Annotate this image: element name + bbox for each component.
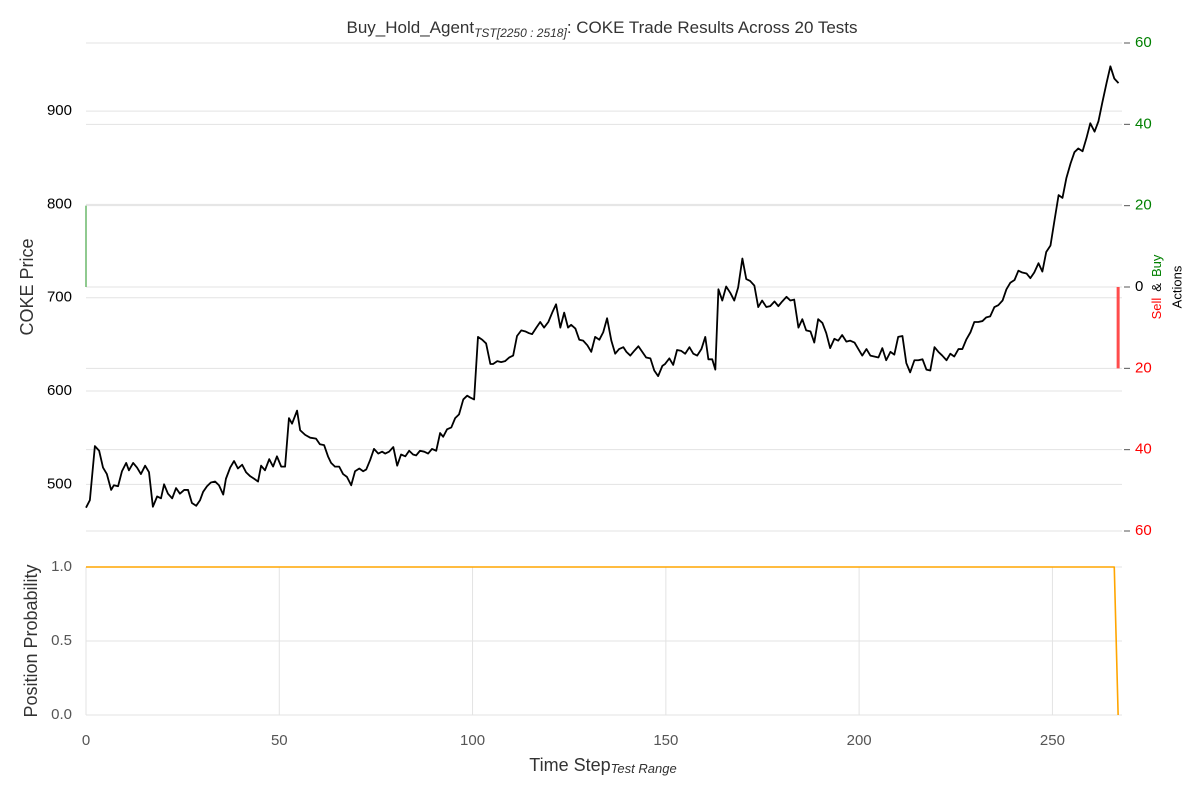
y2-axis-label: Sell & Buy (1149, 254, 1164, 319)
y-axis-label: COKE Price (17, 238, 37, 335)
x-tick-label: 50 (271, 732, 288, 749)
y-tick-label: 0.0 (51, 706, 72, 723)
x-label-main: Time Step (529, 755, 610, 775)
y-tick-label: 500 (47, 475, 72, 492)
data-line (86, 566, 1119, 716)
x-axis-label: Time StepTest Range (529, 755, 676, 777)
y2-tick-label: 20 (1135, 359, 1152, 376)
y-tick-label: 700 (47, 289, 72, 306)
y-tick-label: 900 (47, 102, 72, 119)
x-label-subscript: Test Range (611, 761, 677, 776)
buy-label: Buy (1149, 254, 1164, 277)
y2-tick-label: 20 (1135, 197, 1152, 214)
x-tick-label: 0 (82, 732, 90, 749)
x-tick-label: 200 (847, 732, 872, 749)
x-tick-label: 250 (1040, 732, 1065, 749)
y2-tick-label: 40 (1135, 115, 1152, 132)
y2-tick-label: 40 (1135, 441, 1152, 458)
y2-tick-label: 60 (1135, 34, 1152, 51)
y-tick-label: 600 (47, 382, 72, 399)
y-axis-label: Position Probability (21, 564, 41, 717)
title-main: Buy_Hold_Agent (346, 18, 474, 37)
sell-label: Sell (1149, 298, 1164, 320)
chart-title: Buy_Hold_AgentTST[2250 : 2518]: COKE Tra… (346, 18, 857, 40)
x-tick-label: 150 (653, 732, 678, 749)
x-tick-label: 100 (460, 732, 485, 749)
data-line (85, 65, 1120, 509)
and-label: & (1149, 283, 1164, 292)
title-subscript: TST[2250 : 2518] (474, 26, 567, 40)
y2-tick-label: 60 (1135, 522, 1152, 539)
y2-axis-label-actions: Actions (1169, 265, 1184, 308)
title-suffix: : COKE Trade Results Across 20 Tests (567, 18, 858, 37)
y-tick-label: 1.0 (51, 558, 72, 575)
y-tick-label: 0.5 (51, 632, 72, 649)
y2-tick-label: 0 (1135, 278, 1143, 295)
y-tick-label: 800 (47, 195, 72, 212)
